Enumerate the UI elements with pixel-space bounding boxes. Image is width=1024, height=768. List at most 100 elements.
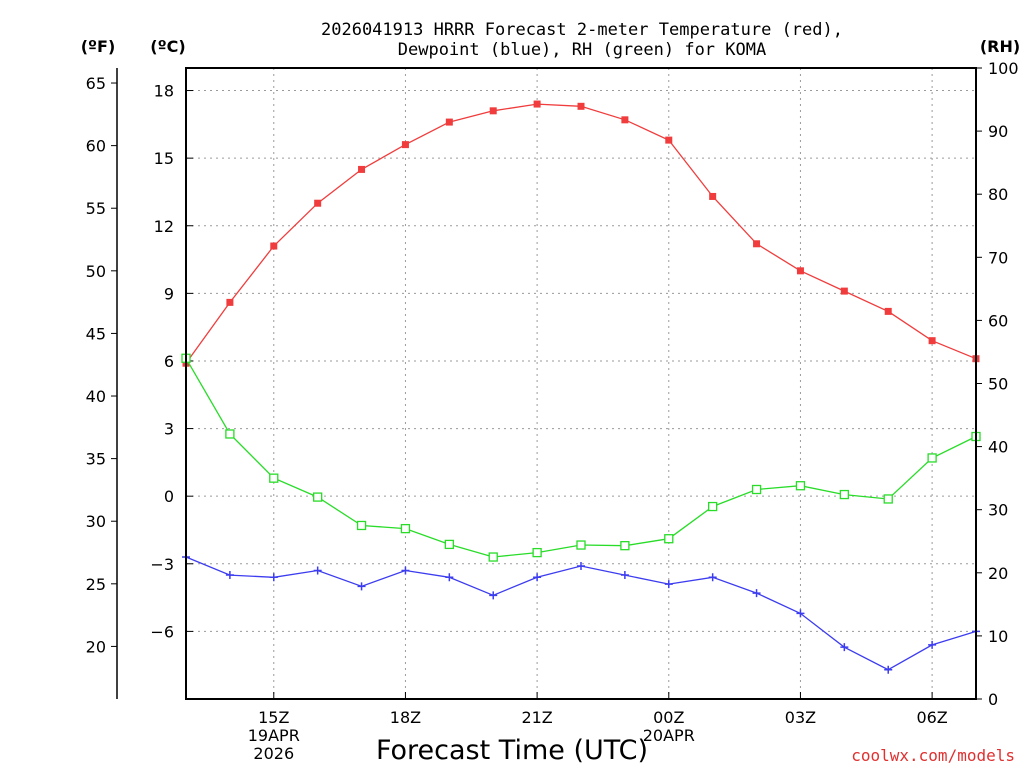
x-tick-label: 18Z [390, 708, 421, 727]
chart-title-line1: 2026041913 HRRR Forecast 2-meter Tempera… [321, 20, 843, 40]
x-tick-year-label: 2026 [253, 744, 294, 763]
chart-title-line2: Dewpoint (blue), RH (green) for KOMA [398, 40, 766, 60]
fahrenheit-tick-label: 35 [86, 450, 106, 469]
rh-point [927, 453, 937, 463]
temperature-point [533, 100, 541, 108]
x-tick-date-label: 20APR [643, 726, 695, 745]
plot-frame [185, 67, 977, 700]
rh-point [313, 492, 323, 502]
temperature-point [753, 240, 761, 248]
temperature-point [270, 242, 278, 250]
celsius-tick-label: 0 [164, 487, 174, 506]
rh-tick-label: 90 [988, 122, 1008, 141]
dewpoint-point [928, 640, 937, 649]
credit-text: coolwx.com/models [851, 746, 1015, 765]
dewpoint-point [796, 609, 805, 618]
dewpoint-point [577, 562, 585, 571]
rh-tick-label: 10 [988, 627, 1008, 646]
rh-point [620, 541, 630, 551]
temperature-point [621, 116, 629, 124]
rh-point [839, 489, 849, 500]
celsius-tick-label: 6 [164, 352, 174, 371]
series-layer [181, 100, 981, 674]
rh-point [356, 520, 367, 531]
rh-point [883, 494, 893, 504]
rh-tick-label: 100 [988, 59, 1019, 78]
dewpoint-point [840, 643, 849, 652]
fahrenheit-tick-label: 65 [86, 74, 106, 93]
rh-point [400, 523, 411, 534]
celsius-tick-label: 12 [154, 217, 174, 236]
rh-point [269, 473, 279, 483]
x-axis-label: Forecast Time (UTC) [376, 735, 648, 766]
celsius-tick-label: 15 [154, 149, 174, 168]
temperature-point [358, 165, 366, 173]
dewpoint-point [489, 591, 498, 600]
temperature-point [401, 141, 409, 149]
dewpoint-point [357, 582, 366, 591]
celsius-tick-label: −6 [150, 622, 174, 641]
fahrenheit-tick-label: 50 [86, 262, 106, 281]
rh-point [708, 501, 718, 512]
x-tick-label: 21Z [521, 708, 552, 727]
x-tick-label: 15Z [258, 708, 289, 727]
dewpoint-point [533, 573, 542, 582]
fahrenheit-tick-label: 55 [86, 199, 106, 218]
dewpoint-point [401, 566, 410, 575]
rh-tick-label: 30 [988, 501, 1008, 520]
fahrenheit-tick-label: 25 [86, 575, 106, 594]
temperature-point [884, 307, 892, 315]
dewpoint-point [884, 665, 893, 674]
rh-tick-label: 70 [988, 248, 1008, 267]
celsius-tick-label: 3 [164, 420, 174, 439]
x-tick-label: 00Z [653, 708, 684, 727]
dewpoint-point [620, 571, 629, 580]
dewpoint-point [708, 573, 717, 582]
temperature-point [665, 136, 673, 144]
temperature-point [226, 298, 234, 306]
temperature-point [445, 118, 453, 126]
rh-series-line [185, 357, 977, 558]
rh-tick-label: 50 [988, 375, 1008, 394]
fahrenheit-tick-label: 60 [86, 137, 106, 156]
temperature-point [709, 192, 717, 200]
dewpoint-point [445, 573, 454, 582]
celsius-tick-label: 9 [164, 284, 174, 303]
rh-point [576, 540, 586, 550]
dewpoint-point [752, 589, 761, 598]
rh-point [444, 539, 454, 550]
temperature-point [314, 199, 322, 207]
dewpoint-series-line [185, 556, 977, 671]
rh-tick-label: 20 [988, 564, 1008, 583]
fahrenheit-tick-label: 30 [86, 512, 106, 531]
rh-point [488, 552, 498, 562]
rh-tick-label: 60 [988, 311, 1008, 330]
temperature-point [577, 102, 585, 110]
fahrenheit-tick-label: 40 [86, 387, 106, 406]
rh-tick-label: 40 [988, 438, 1008, 457]
rh-point [532, 547, 542, 558]
fahrenheit-tick-label: 20 [86, 637, 106, 656]
rh-point [751, 484, 762, 495]
x-tick-date-label: 19APR [248, 726, 300, 745]
rh-point [664, 534, 674, 544]
celsius-tick-label: −3 [150, 555, 174, 574]
dewpoint-point [225, 571, 234, 580]
fahrenheit-tick-label: 45 [86, 324, 106, 343]
rh-point [225, 429, 235, 439]
celsius-tick-label: 18 [154, 82, 174, 101]
x-tick-label: 06Z [916, 708, 947, 727]
grid-layer [186, 68, 976, 699]
rh-axis-unit: (RH) [980, 37, 1020, 56]
temperature-point [840, 287, 848, 295]
temperature-point [796, 267, 804, 275]
temperature-series-line [185, 103, 977, 364]
dewpoint-point [664, 580, 673, 589]
celsius-axis-unit: (ºC) [150, 37, 185, 56]
temperature-point [489, 107, 497, 115]
dewpoint-point [269, 573, 278, 582]
x-tick-label: 03Z [785, 708, 816, 727]
rh-point [795, 481, 806, 491]
fahrenheit-axis-unit: (ºF) [81, 37, 116, 56]
